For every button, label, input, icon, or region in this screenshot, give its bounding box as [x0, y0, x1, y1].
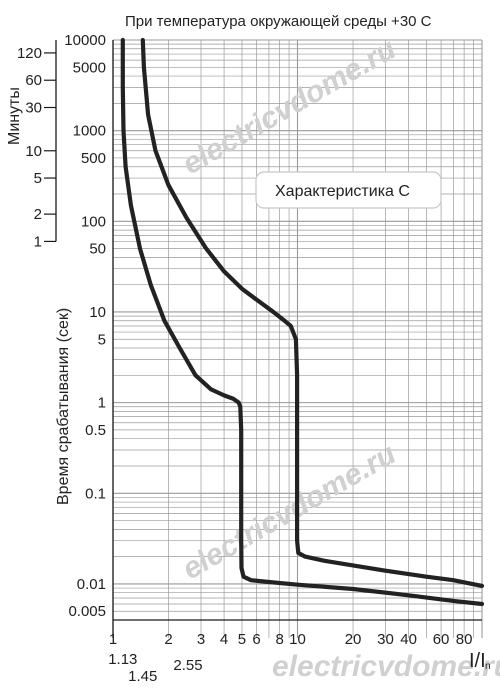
- y-tick-label: 50: [89, 241, 106, 258]
- x-extra-tick-label: 1.13: [108, 651, 137, 668]
- axes: [44, 40, 482, 638]
- annotation-callout: Характеристика С: [255, 171, 442, 209]
- y-tick-label: 0.005: [68, 603, 106, 620]
- x-extra-tick-label: 2.55: [173, 657, 202, 674]
- x-axis-label-main: I/I: [469, 650, 486, 672]
- y-tick-label: 0.01: [77, 576, 106, 593]
- callout-label: Характеристика С: [275, 183, 410, 200]
- x-tick-label: 60: [433, 631, 450, 648]
- y-tick-label: 100: [81, 213, 106, 230]
- y-axis-label: Время срабатывания (сек): [55, 308, 72, 505]
- x-tick-label: 20: [345, 631, 362, 648]
- x-tick-label: 8: [275, 631, 283, 648]
- x-tick-label: 6: [252, 631, 260, 648]
- x-tick-label: 4: [220, 631, 228, 648]
- minute-tick-label: 1: [34, 233, 42, 250]
- minute-tick-label: 2: [34, 206, 42, 223]
- x-axis-label: I/I n: [469, 650, 491, 672]
- curve-lower: [120, 37, 485, 607]
- minutes-axis-label: Минуты: [6, 87, 23, 145]
- y-tick-label: 1000: [73, 123, 106, 140]
- minute-tick-label: 5: [34, 170, 42, 187]
- minute-tick-label: 30: [25, 100, 42, 117]
- y-tick-label: 1: [98, 395, 106, 412]
- x-tick-label: 80: [456, 631, 473, 648]
- y-tick-label: 500: [81, 150, 106, 167]
- minute-tick-label: 60: [25, 72, 42, 89]
- y-tick-label: 10000: [64, 32, 106, 49]
- x-tick-label: 30: [377, 631, 394, 648]
- x-tick-label: 1: [109, 631, 117, 648]
- minute-tick-label: 120: [17, 45, 42, 62]
- y-tick-label: 0.1: [85, 485, 106, 502]
- x-tick-label: 10: [289, 631, 306, 648]
- y-tick-label: 10: [89, 304, 106, 321]
- curve-upper: [140, 37, 485, 588]
- watermarks: electricvdome.ru electricvdome.ru electr…: [177, 32, 500, 683]
- x-tick-label: 5: [238, 631, 246, 648]
- y-tick-label: 5000: [73, 59, 106, 76]
- watermark: electricvdome.ru: [272, 650, 500, 683]
- x-tick-label: 3: [197, 631, 205, 648]
- chart-title: При температура окружающей среды +30 С: [125, 13, 432, 30]
- x-tick-label: 2: [164, 631, 172, 648]
- x-axis-label-subscript: n: [485, 661, 491, 672]
- callout-box: [255, 171, 442, 209]
- y-tick-label: 5: [98, 331, 106, 348]
- minute-tick-label: 10: [25, 143, 42, 160]
- y-tick-label: 0.5: [85, 422, 106, 439]
- x-tick-label: 40: [400, 631, 417, 648]
- series-lines: [120, 37, 485, 607]
- tick-labels: 10000 5000 1000 500 100 50 10 5 1 0.5 0.1 0.01 0.005…: [17, 32, 472, 685]
- x-extra-tick-label: 1.45: [128, 668, 157, 685]
